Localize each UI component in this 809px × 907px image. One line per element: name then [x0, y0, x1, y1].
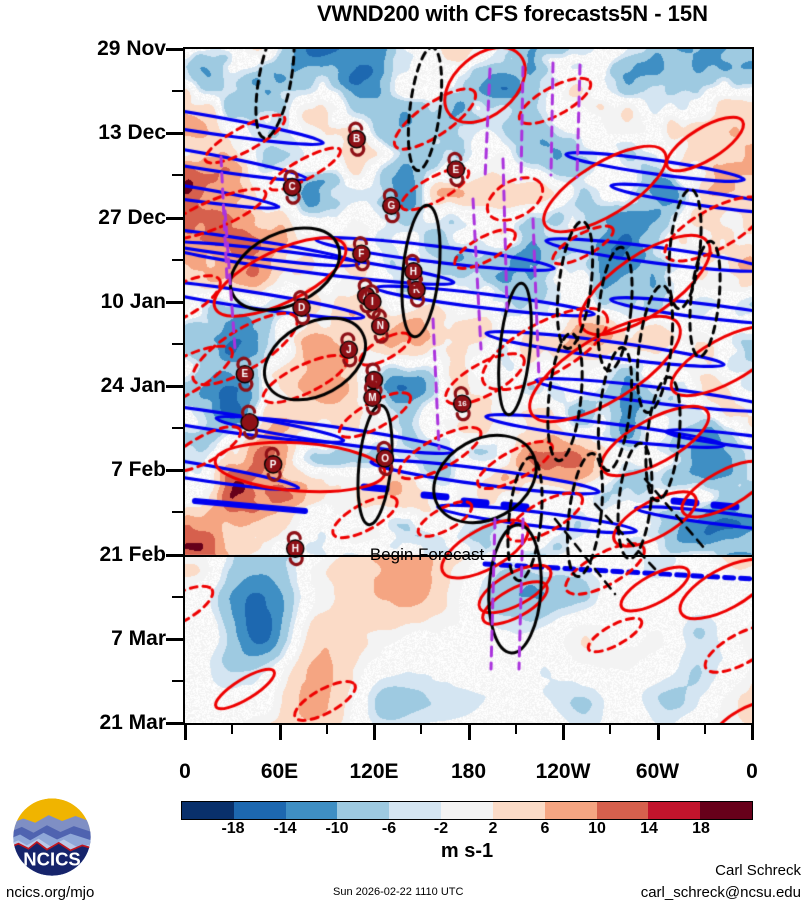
x-axis-tick-label: 180	[450, 760, 487, 783]
colorbar-segment	[700, 802, 752, 819]
ncics-logo-icon: NCICS	[13, 798, 91, 876]
colorbar-tick-label: 18	[692, 820, 710, 837]
footer-author: Carl Schreck	[715, 862, 801, 879]
y-axis-minor-tick	[172, 90, 183, 93]
y-axis-minor-tick	[172, 174, 183, 177]
y-axis-major-tick	[166, 216, 183, 220]
x-axis-major-tick	[278, 724, 282, 740]
y-axis-minor-tick	[172, 342, 183, 345]
colorbar-segment	[182, 802, 234, 819]
y-axis-tick-label: 7 Mar	[111, 626, 166, 650]
colorbar-segment	[233, 802, 286, 819]
x-axis-tick-label: 60W	[635, 760, 680, 783]
y-axis-major-tick	[166, 300, 183, 304]
y-axis-tick-label: 10 Jan	[100, 289, 166, 313]
y-axis-tick-label: 27 Dec	[98, 205, 166, 229]
y-axis-major-tick	[166, 722, 183, 725]
colorbar-segment	[285, 802, 338, 819]
colorbar-tick-label: -10	[325, 820, 349, 837]
y-axis-major-tick	[166, 48, 183, 51]
x-axis-minor-tick	[514, 724, 517, 734]
colorbar-segment	[337, 802, 390, 819]
colorbar-tick-label: 6	[540, 820, 550, 837]
colorbar-segment	[648, 802, 701, 819]
y-axis-tick-label: 29 Nov	[97, 37, 166, 60]
x-axis-tick-label: 120E	[349, 760, 399, 783]
y-axis-minor-tick	[172, 511, 183, 514]
y-axis-major-tick	[166, 132, 183, 136]
y-axis-major-tick	[166, 385, 183, 388]
colorbar-segment	[441, 802, 493, 819]
colorbar-segment	[596, 802, 649, 819]
y-axis-minor-tick	[172, 595, 183, 598]
x-axis-major-tick	[373, 724, 376, 740]
x-axis-tick-label: 0	[179, 760, 191, 783]
colorbar	[181, 801, 753, 820]
y-axis-major-tick	[166, 637, 183, 641]
y-axis-minor-tick	[172, 679, 183, 682]
y-axis-major-tick	[166, 553, 183, 557]
begin-forecast-label: Begin Forecast	[369, 544, 485, 564]
hovmoller-plot[interactable]: Begin Forecast Kelvin ER MJO Low Contour…	[183, 47, 754, 725]
wave-contour-overlay	[185, 49, 752, 723]
y-axis-tick-label: 21 Feb	[99, 542, 166, 566]
colorbar-tick-label: 2	[488, 820, 498, 837]
x-axis-minor-tick	[420, 724, 423, 734]
x-axis-minor-tick	[231, 724, 234, 734]
x-axis-minor-tick	[703, 724, 706, 734]
x-axis-major-tick	[467, 724, 471, 740]
colorbar-tick-label: -14	[273, 820, 297, 837]
y-axis-labels: 29 Nov 13 Dec 27 Dec 10 Jan 24 Jan 7 Feb 21 Fe…	[0, 37, 166, 734]
colorbar-tick-label: -6	[381, 820, 397, 837]
colorbar-tick-label: -2	[433, 820, 449, 837]
x-axis-tick-label: 120W	[535, 760, 591, 783]
colorbar-segment	[492, 802, 545, 819]
colorbar-units: m s-1	[440, 840, 494, 862]
x-axis-major-tick	[656, 724, 660, 740]
x-axis-major-tick	[184, 724, 187, 740]
colorbar-tick-labels: -18 -14 -10 -6 -2 2 6 10 14 18	[181, 820, 753, 842]
footer-email[interactable]: carl_schreck@ncsu.edu	[640, 884, 801, 901]
x-axis-minor-tick	[325, 724, 328, 734]
begin-forecast-line	[185, 554, 752, 557]
x-axis-major-tick	[562, 724, 565, 740]
x-axis-tick-label: 60E	[260, 760, 299, 783]
footer-link[interactable]: ncics.org/mjo	[6, 884, 95, 901]
colorbar-tick-label: 14	[640, 820, 658, 837]
y-axis-tick-label: 21 Mar	[99, 711, 166, 734]
title-latitude-band: 5N - 15N	[620, 1, 709, 26]
page-title: VWND200 with CFS forecasts	[317, 1, 620, 26]
colorbar-segment	[544, 802, 597, 819]
y-axis-minor-tick	[172, 258, 183, 261]
x-axis-tick-label: 0	[746, 760, 758, 783]
y-axis-minor-tick	[172, 427, 183, 430]
x-axis-labels: 0 60E 120E 180 120W 60W 0	[179, 752, 758, 783]
x-axis-minor-tick	[609, 724, 612, 734]
logo-text: NCICS	[23, 849, 80, 870]
y-axis-tick-label: 7 Feb	[111, 458, 166, 482]
y-axis-tick-label: 13 Dec	[98, 121, 166, 145]
y-axis-tick-label: 24 Jan	[100, 374, 166, 397]
colorbar-tick-label: 10	[588, 820, 606, 837]
colorbar-tick-label: -18	[221, 820, 245, 837]
footer-timestamp: Sun 2026-02-22 1110 UTC	[333, 886, 464, 898]
x-axis-major-tick	[751, 724, 754, 740]
colorbar-segment	[389, 802, 442, 819]
y-axis-major-tick	[166, 469, 183, 473]
